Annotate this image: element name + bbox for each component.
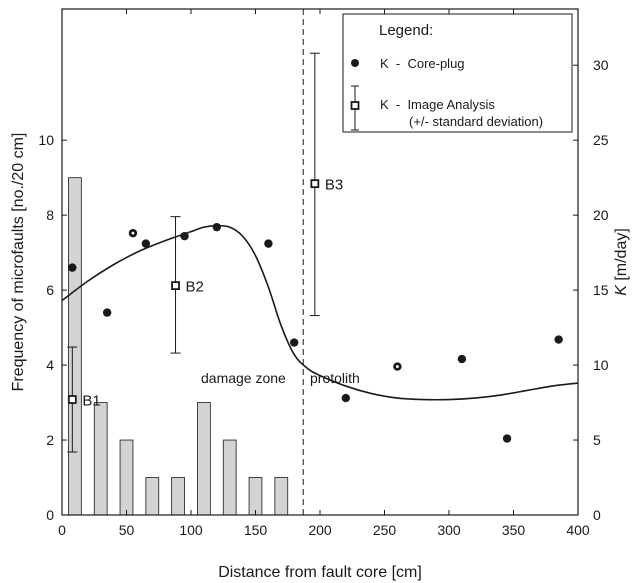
y-right-tick-label: 5 xyxy=(593,432,601,448)
x-tick-label: 350 xyxy=(502,522,526,538)
legend-image-analysis-label: K - Image Analysis xyxy=(380,97,495,112)
zone-label-damage: damage zone xyxy=(201,370,286,386)
legend-image-analysis-note: (+/- standard deviation) xyxy=(409,114,543,129)
y-axis-title-right: K [m/day] xyxy=(613,228,630,296)
y-left-tick-label: 0 xyxy=(46,507,54,523)
x-tick-label: 100 xyxy=(179,522,203,538)
x-tick-label: 200 xyxy=(308,522,332,538)
x-tick-label: 150 xyxy=(244,522,268,538)
bar xyxy=(222,439,237,516)
core-plug-point xyxy=(264,239,273,248)
core-plug-point xyxy=(141,239,151,248)
bar xyxy=(248,477,263,516)
core-plug-point xyxy=(68,263,77,272)
core-plug-point xyxy=(180,231,189,241)
zone-label-protolith: protolith xyxy=(310,370,360,386)
y-right-tick-label: 30 xyxy=(593,57,609,73)
legend: Legend: K - Core-plug K - Image Analysis… xyxy=(342,13,573,133)
y-right-tick-label: 25 xyxy=(593,132,609,148)
y-axis-title-right-symbol: K xyxy=(613,284,630,296)
y-left-tick-label: 8 xyxy=(46,207,54,223)
image-analysis-label: B2 xyxy=(186,279,204,296)
core-plug-point xyxy=(290,338,299,347)
x-tick-label: 0 xyxy=(58,522,66,538)
core-plug-point xyxy=(502,434,512,443)
y-right-tick-label: 20 xyxy=(593,207,609,223)
legend-core-plug-marker xyxy=(351,59,359,67)
bar xyxy=(145,477,160,516)
bar xyxy=(171,477,185,516)
core-plug-point xyxy=(341,393,350,403)
core-plug-point xyxy=(554,335,563,344)
y-left-tick-label: 6 xyxy=(46,282,54,298)
trend-curve xyxy=(61,224,579,401)
curve-layer xyxy=(61,224,579,401)
image-analysis-label: B1 xyxy=(82,393,100,410)
y-right-tick-label: 10 xyxy=(593,357,609,373)
x-tick-label: 400 xyxy=(566,522,590,538)
x-tick-label: 50 xyxy=(119,522,135,538)
bars-layer xyxy=(68,177,289,516)
bar xyxy=(197,402,211,516)
legend-box xyxy=(342,13,573,133)
y-right-tick-label: 15 xyxy=(593,282,609,298)
bar xyxy=(68,177,82,516)
points-layer: B1 B2 B3 xyxy=(67,177,563,443)
x-tick-label: 250 xyxy=(373,522,397,538)
bar xyxy=(93,402,108,516)
y-axis-title-right-unit: [m/day] xyxy=(613,228,630,285)
bar xyxy=(119,439,134,516)
y-left-tick-label: 10 xyxy=(38,132,54,148)
core-plug-point-center xyxy=(131,231,135,235)
image-analysis-label: B3 xyxy=(325,177,343,194)
y-left-tick-label: 4 xyxy=(46,357,54,373)
core-plug-point xyxy=(102,308,112,317)
core-plug-point-center xyxy=(396,365,399,368)
x-tick-label: 300 xyxy=(437,522,461,538)
image-analysis-point xyxy=(67,395,77,404)
image-analysis-point xyxy=(171,281,180,291)
legend-core-plug-label: K - Core-plug xyxy=(380,56,465,71)
image-analysis-point xyxy=(310,179,320,189)
y-axis-title-left: Frequency of microfaults [no./20 cm] xyxy=(10,133,27,392)
legend-image-analysis-marker xyxy=(350,101,360,110)
errorbar-layer xyxy=(67,52,320,453)
bar xyxy=(274,477,289,516)
axes-layer: 0 50 100 150 200 250 300 350 4000246810051015202… xyxy=(38,9,609,538)
core-plug-point xyxy=(212,222,221,232)
y-left-tick-label: 2 xyxy=(46,432,54,448)
x-axis-title: Distance from fault core [cm] xyxy=(218,564,422,581)
legend-title: Legend: xyxy=(379,22,433,39)
y-right-tick-label: 0 xyxy=(593,507,601,523)
core-plug-point xyxy=(457,354,467,364)
